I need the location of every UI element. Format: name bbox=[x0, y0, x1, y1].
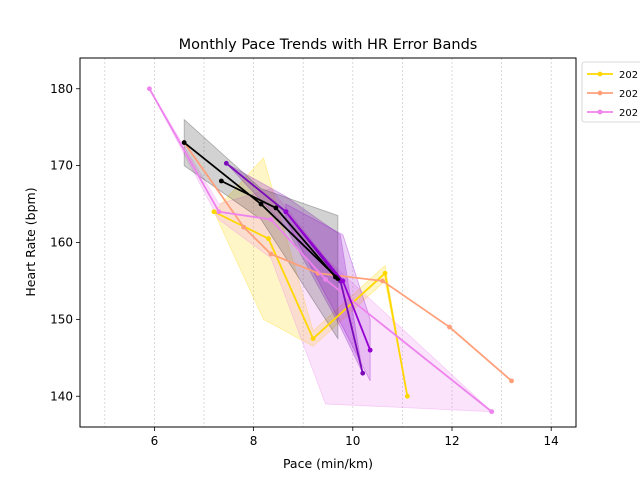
y-axis-label: Heart Rate (bpm) bbox=[23, 187, 38, 296]
data-point bbox=[380, 278, 385, 284]
legend-label: 202 bbox=[619, 70, 638, 81]
data-point bbox=[404, 393, 410, 399]
data-point bbox=[181, 140, 187, 145]
data-point bbox=[340, 278, 346, 284]
x-tick-label: 8 bbox=[250, 434, 258, 448]
data-point bbox=[218, 178, 224, 184]
y-tick-label: 140 bbox=[50, 389, 73, 403]
data-point bbox=[216, 209, 222, 215]
data-point bbox=[268, 251, 274, 257]
y-tick-label: 180 bbox=[50, 82, 73, 96]
data-point bbox=[323, 277, 328, 282]
data-point bbox=[310, 336, 316, 341]
data-point bbox=[273, 205, 279, 211]
data-point bbox=[266, 236, 271, 242]
y-tick-label: 160 bbox=[50, 236, 73, 250]
data-point bbox=[147, 86, 152, 92]
series-lines bbox=[147, 86, 514, 415]
x-tick-label: 6 bbox=[151, 434, 159, 448]
data-point bbox=[283, 209, 289, 215]
y-tick-label: 170 bbox=[50, 159, 73, 173]
data-point bbox=[382, 270, 388, 276]
data-point bbox=[241, 224, 247, 230]
x-gridlines bbox=[104, 58, 552, 427]
data-point bbox=[333, 274, 338, 280]
x-tick-label: 14 bbox=[544, 434, 559, 448]
legend-label: 202 bbox=[619, 89, 638, 100]
series-line-3 bbox=[225, 162, 364, 374]
x-tick-label: 12 bbox=[444, 434, 459, 448]
legend-box bbox=[581, 61, 640, 123]
chart-title: Monthly Pace Trends with HR Error Bands bbox=[179, 37, 478, 53]
data-point bbox=[211, 209, 217, 215]
legend-marker bbox=[597, 109, 603, 115]
data-point bbox=[447, 324, 452, 330]
data-point bbox=[258, 201, 264, 207]
y-tick-label: 150 bbox=[50, 312, 73, 326]
data-point bbox=[223, 160, 229, 166]
legend: 202 202 202 bbox=[581, 61, 640, 123]
legend-marker bbox=[597, 90, 603, 96]
axis-ticks: 6 8 10 12 14 140 150 160 170 180 bbox=[50, 82, 559, 448]
legend-label: 202 bbox=[619, 108, 638, 119]
x-axis-label: Pace (min/km) bbox=[283, 456, 373, 471]
data-point bbox=[509, 378, 514, 384]
data-point bbox=[360, 370, 366, 376]
data-point bbox=[489, 409, 495, 415]
x-tick-label: 10 bbox=[345, 434, 360, 448]
legend-marker bbox=[597, 71, 603, 77]
data-point bbox=[367, 347, 373, 353]
data-point bbox=[268, 217, 274, 222]
